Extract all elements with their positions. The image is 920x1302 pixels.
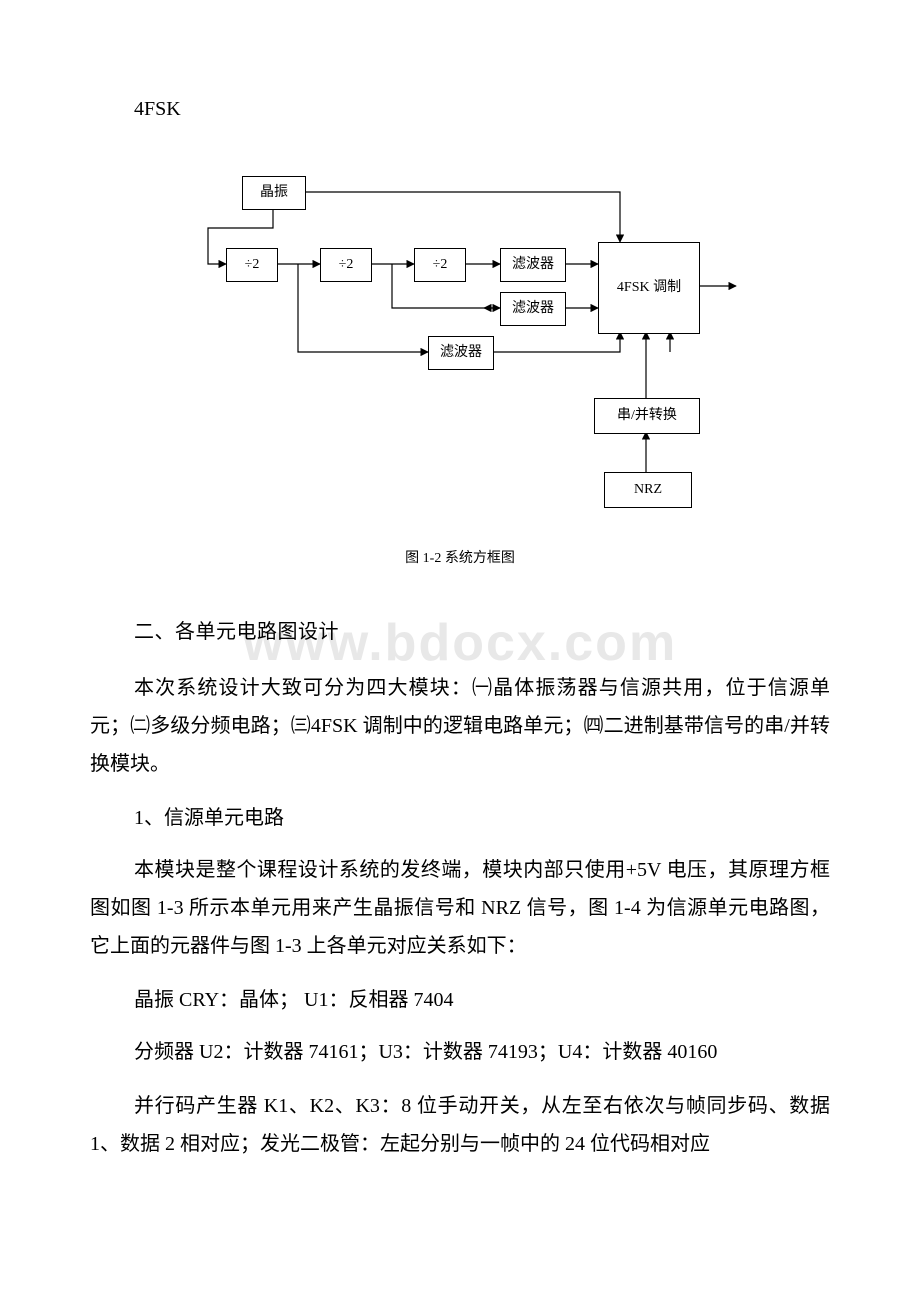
diagram-edge bbox=[492, 332, 620, 352]
page-title: 4FSK bbox=[134, 90, 830, 128]
diagram-node-filt1: 滤波器 bbox=[500, 248, 566, 282]
subsection-1-heading: 1、信源单元电路 bbox=[90, 799, 830, 837]
diagram-node-filt2: 滤波器 bbox=[500, 292, 566, 326]
section-2-heading: 二、各单元电路图设计 bbox=[90, 613, 830, 651]
line-parallel-generator: 并行码产生器 K1、K2、K3：8 位手动开关，从左至右依次与帧同步码、数据 1… bbox=[90, 1087, 830, 1163]
diagram-node-div3: ÷2 bbox=[414, 248, 466, 282]
diagram-node-sp: 串/并转换 bbox=[594, 398, 700, 434]
subsection-1-paragraph: 本模块是整个课程设计系统的发终端，模块内部只使用+5V 电压，其原理方框图如图 … bbox=[90, 851, 830, 965]
line-oscillator: 晶振 CRY：晶体； U1：反相器 7404 bbox=[90, 981, 830, 1019]
diagram-node-osc: 晶振 bbox=[242, 176, 306, 210]
diagram-node-div2: ÷2 bbox=[320, 248, 372, 282]
intro-paragraph: 本次系统设计大致可分为四大模块：㈠晶体振荡器与信源共用，位于信源单元；㈡多级分频… bbox=[90, 669, 830, 783]
diagram-caption: 图 1-2 系统方框图 bbox=[90, 546, 830, 573]
line-divider: 分频器 U2：计数器 74161；U3：计数器 74193；U4：计数器 401… bbox=[90, 1033, 830, 1071]
diagram-node-mod: 4FSK 调制 bbox=[598, 242, 700, 334]
diagram-node-nrz: NRZ bbox=[604, 472, 692, 508]
diagram-node-filt3: 滤波器 bbox=[428, 336, 494, 370]
diagram-edge bbox=[304, 192, 620, 242]
diagram-node-div1: ÷2 bbox=[226, 248, 278, 282]
content: 4FSK 晶振÷2÷2÷2滤波器滤波器滤波器4FSK 调制串/并转换NRZ 图 … bbox=[90, 90, 830, 1163]
page: www.bdocx.com 4FSK 晶振÷2÷2÷2滤波器滤波器滤波器4FSK… bbox=[0, 0, 920, 1302]
system-block-diagram: 晶振÷2÷2÷2滤波器滤波器滤波器4FSK 调制串/并转换NRZ bbox=[180, 158, 740, 528]
